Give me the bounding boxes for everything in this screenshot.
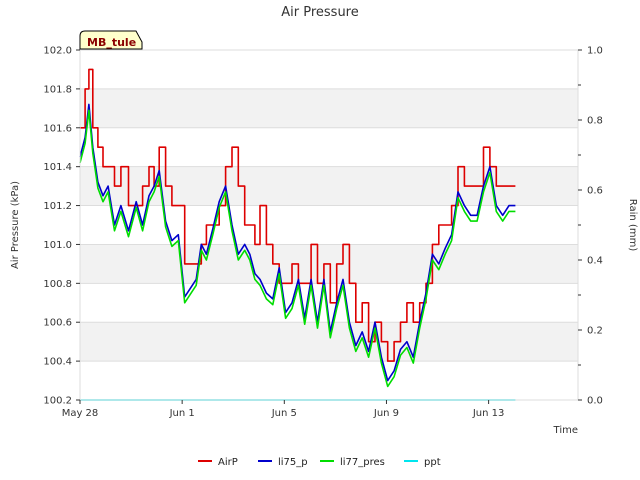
y-tick-label-3: 100.8 [43, 279, 72, 290]
legend-label-ppt: ppt [424, 457, 441, 468]
y2-tick-label-2: 0.4 [587, 256, 603, 267]
y-tick-label-6: 101.4 [43, 162, 72, 173]
legend: AirP li75_p li77_pres ppt [198, 457, 441, 468]
y2-tick-label-1: 0.2 [587, 326, 603, 337]
x-axis-ticks: May 28 Jun 1 Jun 5 Jun 9 Jun 13 [62, 400, 505, 419]
legend-label-li77-pres: li77_pres [340, 457, 385, 468]
y-axis-ticks: 100.2 100.4 100.6 100.8 101.0 101.2 101.4 101.6… [43, 46, 80, 407]
x-tick-label-1: Jun 1 [169, 408, 195, 419]
y-tick-label-7: 101.6 [43, 123, 72, 134]
x-tick-label-4: Jun 13 [472, 408, 505, 419]
x-axis-label: Time [553, 425, 578, 436]
y-tick-label-2: 100.6 [43, 318, 72, 329]
legend-label-li75-p: li75_p [278, 457, 308, 468]
site-badge: MB_tule [79, 30, 143, 50]
y2-axis-label: Rain (mm) [627, 199, 638, 252]
y-tick-label-8: 101.8 [43, 84, 72, 95]
band-7 [80, 88, 578, 128]
y-axis-label: Air Pressure (kPa) [10, 181, 21, 269]
series-line-airp [80, 68, 516, 362]
legend-label-airp: AirP [218, 457, 238, 468]
y2-tick-label-0: 0.0 [587, 396, 603, 407]
series-line-li75-p [79, 103, 516, 382]
y-tick-label-5: 101.2 [43, 201, 72, 212]
y2-tick-label-5: 1.0 [587, 46, 603, 57]
site-badge-label: MB_tule [87, 36, 136, 49]
y-tick-label-1: 100.4 [43, 357, 72, 368]
site-badge-box [79, 30, 143, 50]
y2-tick-label-3: 0.6 [587, 186, 603, 197]
y-tick-label-0: 100.2 [43, 396, 72, 407]
y2-tick-label-4: 0.8 [587, 116, 603, 127]
chart-title: Air Pressure [281, 5, 359, 20]
y-tick-label-9: 102.0 [43, 46, 72, 57]
x-tick-label-3: Jun 9 [373, 408, 399, 419]
x-tick-label-2: Jun 5 [271, 408, 297, 419]
y-tick-label-4: 101.0 [43, 240, 72, 251]
x-tick-label-0: May 28 [62, 408, 99, 419]
y2-axis-ticks: 0.0 0.2 0.4 0.6 0.8 1.0 [578, 46, 603, 407]
series-line-li77-pres [79, 109, 516, 388]
